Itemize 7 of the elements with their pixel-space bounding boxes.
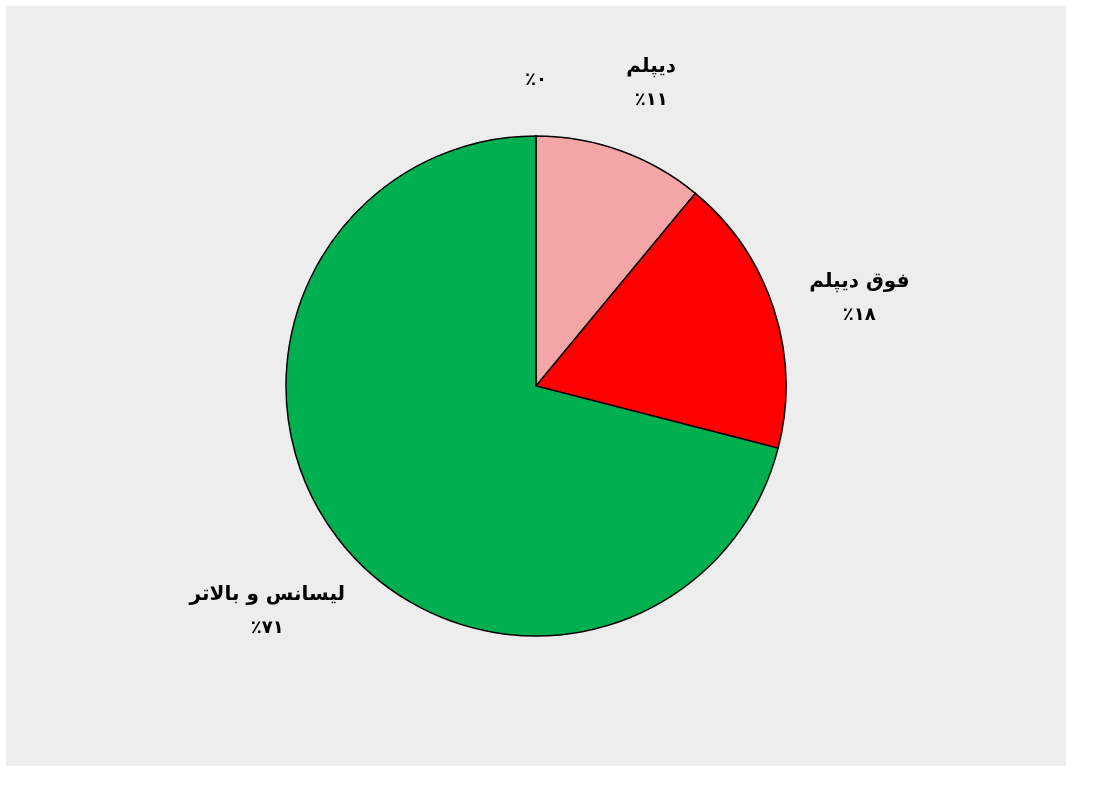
slice-label: لیسانس و بالاتر	[188, 581, 346, 606]
slice-label: فوق دیپلم	[809, 267, 910, 293]
data-label: ٪۷۱	[250, 616, 284, 638]
slice-label: دیپلم	[626, 53, 677, 79]
text: ٪۰	[525, 68, 547, 89]
data-label: ٪۱۱	[634, 88, 668, 110]
data-label: ٪۱۸	[842, 302, 876, 324]
